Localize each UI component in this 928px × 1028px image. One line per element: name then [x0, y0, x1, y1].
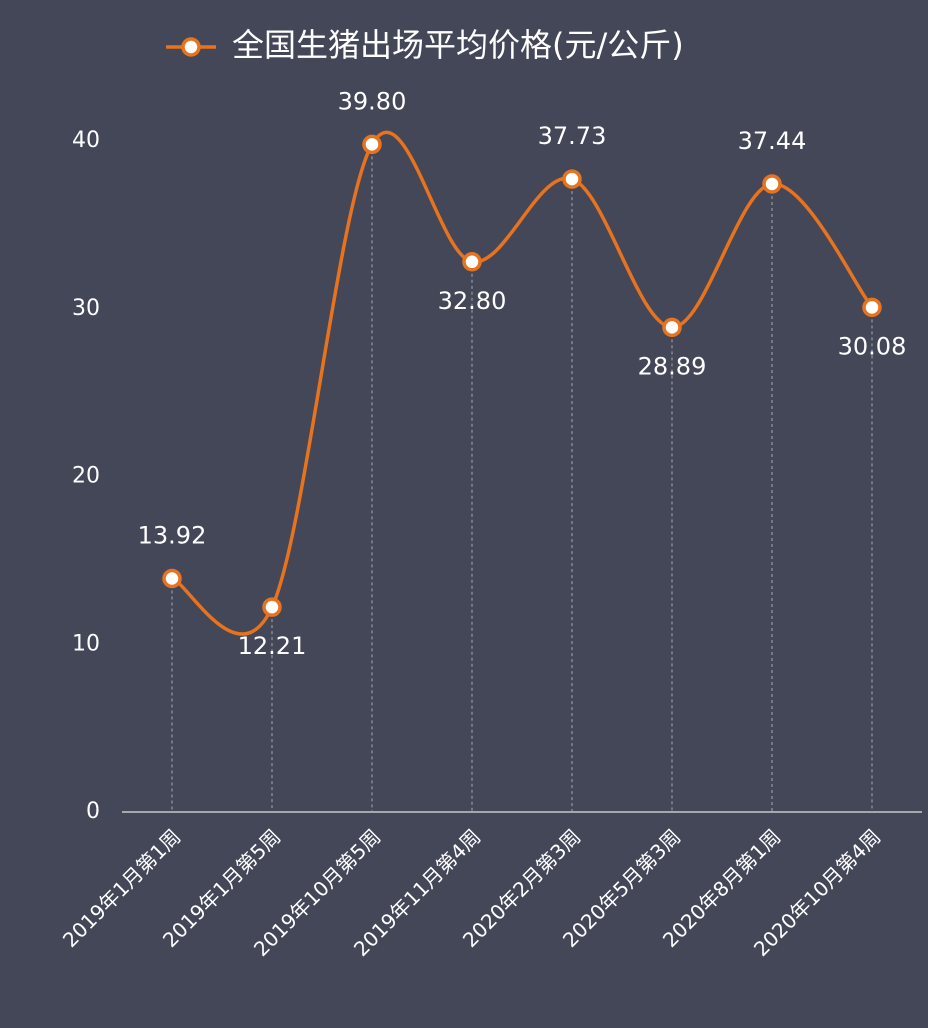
data-label: 37.73	[538, 122, 607, 150]
data-label: 13.92	[138, 521, 207, 549]
data-label: 32.80	[438, 287, 507, 315]
data-label: 12.21	[238, 632, 307, 660]
data-label: 30.08	[838, 332, 907, 360]
marker	[862, 297, 882, 318]
y-tick-label: 20	[72, 464, 100, 489]
marker	[662, 317, 682, 338]
marker	[462, 252, 482, 272]
data-label: 37.44	[738, 127, 807, 155]
marker	[562, 169, 582, 189]
line	[171, 131, 874, 636]
y-tick-label: 10	[72, 631, 100, 656]
marker	[162, 568, 182, 589]
marker	[262, 597, 282, 617]
marker	[362, 134, 382, 155]
legend-marker	[181, 37, 201, 57]
y-tick-label: 40	[72, 128, 100, 153]
data-label: 39.80	[338, 87, 407, 115]
y-tick-label: 30	[72, 296, 100, 321]
data-label: 28.89	[638, 352, 707, 380]
marker	[762, 174, 782, 194]
legend-label: 全国生猪出场平均价格(元/公斤)	[232, 26, 684, 64]
y-tick-label: 0	[86, 799, 100, 824]
